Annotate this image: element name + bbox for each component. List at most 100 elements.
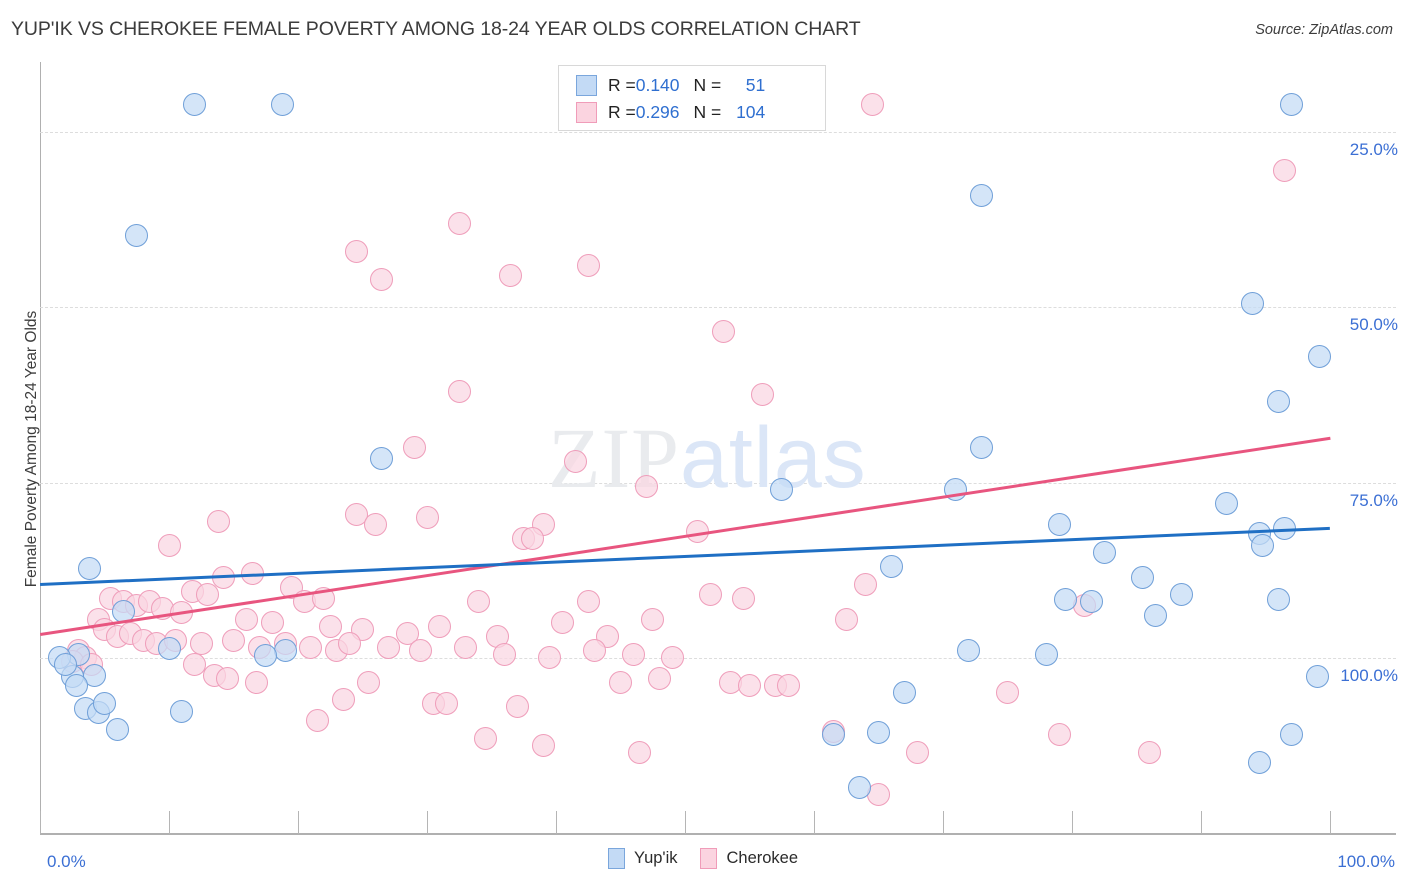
scatter-point-pink[interactable]: [331, 688, 355, 712]
scatter-point-blue[interactable]: [54, 653, 78, 677]
scatter-point-pink[interactable]: [583, 639, 607, 663]
scatter-point-pink[interactable]: [299, 635, 323, 659]
scatter-point-pink[interactable]: [447, 211, 471, 235]
scatter-point-pink[interactable]: [628, 740, 652, 764]
scatter-point-pink[interactable]: [428, 614, 452, 638]
scatter-point-pink[interactable]: [660, 646, 684, 670]
scatter-point-blue[interactable]: [112, 600, 136, 623]
scatter-point-pink[interactable]: [750, 383, 774, 407]
scatter-point-pink[interactable]: [245, 670, 269, 694]
scatter-point-blue[interactable]: [1305, 665, 1329, 689]
scatter-point-pink[interactable]: [183, 653, 207, 677]
scatter-point-blue[interactable]: [1144, 604, 1168, 628]
scatter-point-blue[interactable]: [1266, 390, 1290, 414]
scatter-point-blue[interactable]: [271, 92, 295, 116]
scatter-point-pink[interactable]: [170, 600, 194, 624]
scatter-point-blue[interactable]: [970, 436, 994, 459]
scatter-point-pink[interactable]: [641, 607, 665, 631]
scatter-point-blue[interactable]: [77, 556, 101, 580]
scatter-point-pink[interactable]: [905, 740, 929, 764]
scatter-point-pink[interactable]: [621, 642, 645, 666]
scatter-point-pink[interactable]: [712, 320, 736, 344]
scatter-point-pink[interactable]: [1047, 723, 1071, 747]
scatter-point-pink[interactable]: [344, 239, 368, 263]
scatter-point-blue[interactable]: [1308, 344, 1332, 368]
scatter-point-pink[interactable]: [1137, 740, 1161, 764]
scatter-point-pink[interactable]: [860, 92, 884, 116]
scatter-point-pink[interactable]: [241, 562, 265, 586]
scatter-point-pink[interactable]: [576, 253, 600, 277]
scatter-point-blue[interactable]: [1131, 565, 1155, 589]
scatter-point-pink[interactable]: [415, 506, 439, 530]
scatter-point-pink[interactable]: [473, 726, 497, 750]
scatter-point-blue[interactable]: [944, 478, 968, 502]
scatter-point-pink[interactable]: [563, 450, 587, 474]
scatter-point-pink[interactable]: [196, 583, 220, 607]
scatter-point-blue[interactable]: [254, 644, 278, 668]
scatter-point-pink[interactable]: [776, 674, 800, 698]
scatter-point-pink[interactable]: [454, 635, 478, 659]
scatter-point-blue[interactable]: [1170, 583, 1194, 607]
scatter-point-blue[interactable]: [1215, 492, 1239, 516]
scatter-point-blue[interactable]: [1079, 590, 1103, 614]
scatter-point-blue[interactable]: [170, 700, 194, 724]
scatter-point-blue[interactable]: [273, 639, 297, 663]
scatter-point-pink[interactable]: [305, 709, 329, 733]
scatter-point-blue[interactable]: [770, 478, 794, 502]
scatter-point-pink[interactable]: [467, 590, 491, 614]
scatter-point-pink[interactable]: [222, 628, 245, 652]
scatter-point-blue[interactable]: [157, 637, 181, 661]
scatter-point-blue[interactable]: [183, 92, 207, 116]
scatter-point-pink[interactable]: [996, 681, 1019, 705]
scatter-point-blue[interactable]: [879, 555, 903, 579]
scatter-point-pink[interactable]: [647, 667, 671, 691]
scatter-point-pink[interactable]: [234, 607, 258, 631]
scatter-point-blue[interactable]: [1266, 588, 1290, 612]
scatter-point-blue[interactable]: [370, 446, 394, 470]
scatter-point-pink[interactable]: [505, 695, 529, 719]
scatter-point-pink[interactable]: [357, 670, 381, 694]
scatter-point-pink[interactable]: [738, 674, 761, 698]
scatter-point-pink[interactable]: [834, 607, 858, 631]
scatter-point-blue[interactable]: [1092, 541, 1116, 565]
scatter-point-pink[interactable]: [402, 436, 426, 459]
legend-item-cherokee[interactable]: Cherokee: [700, 848, 798, 869]
scatter-point-pink[interactable]: [434, 691, 458, 715]
scatter-point-pink[interactable]: [550, 611, 574, 635]
scatter-point-blue[interactable]: [1273, 516, 1297, 540]
scatter-point-pink[interactable]: [538, 646, 562, 670]
scatter-point-pink[interactable]: [634, 474, 658, 498]
scatter-point-pink[interactable]: [576, 590, 600, 614]
scatter-point-blue[interactable]: [1047, 513, 1071, 537]
scatter-point-pink[interactable]: [499, 264, 523, 288]
scatter-point-pink[interactable]: [686, 520, 710, 544]
scatter-point-pink[interactable]: [189, 632, 213, 656]
legend-item-yupik[interactable]: Yup'ik: [607, 848, 677, 869]
scatter-point-pink[interactable]: [492, 642, 516, 666]
scatter-point-blue[interactable]: [1279, 723, 1303, 747]
scatter-point-blue[interactable]: [1251, 534, 1275, 558]
scatter-point-pink[interactable]: [211, 565, 235, 589]
scatter-point-pink[interactable]: [344, 502, 368, 526]
scatter-point-blue[interactable]: [867, 721, 890, 745]
scatter-point-pink[interactable]: [215, 667, 239, 691]
scatter-point-blue[interactable]: [957, 639, 981, 663]
scatter-point-pink[interactable]: [521, 527, 545, 551]
scatter-point-pink[interactable]: [370, 267, 394, 291]
scatter-point-pink[interactable]: [260, 611, 284, 635]
scatter-point-blue[interactable]: [821, 723, 845, 747]
scatter-point-pink[interactable]: [854, 572, 878, 596]
scatter-point-pink[interactable]: [376, 635, 400, 659]
scatter-point-pink[interactable]: [318, 614, 342, 638]
scatter-point-pink[interactable]: [157, 534, 181, 558]
scatter-point-blue[interactable]: [93, 691, 116, 715]
scatter-point-pink[interactable]: [447, 379, 471, 403]
scatter-point-blue[interactable]: [64, 674, 88, 698]
scatter-point-pink[interactable]: [731, 586, 755, 610]
scatter-point-pink[interactable]: [396, 621, 420, 645]
scatter-point-blue[interactable]: [970, 183, 994, 207]
scatter-point-blue[interactable]: [1247, 751, 1271, 775]
scatter-point-pink[interactable]: [409, 639, 433, 663]
scatter-point-blue[interactable]: [1279, 92, 1303, 116]
scatter-point-pink[interactable]: [206, 509, 230, 533]
